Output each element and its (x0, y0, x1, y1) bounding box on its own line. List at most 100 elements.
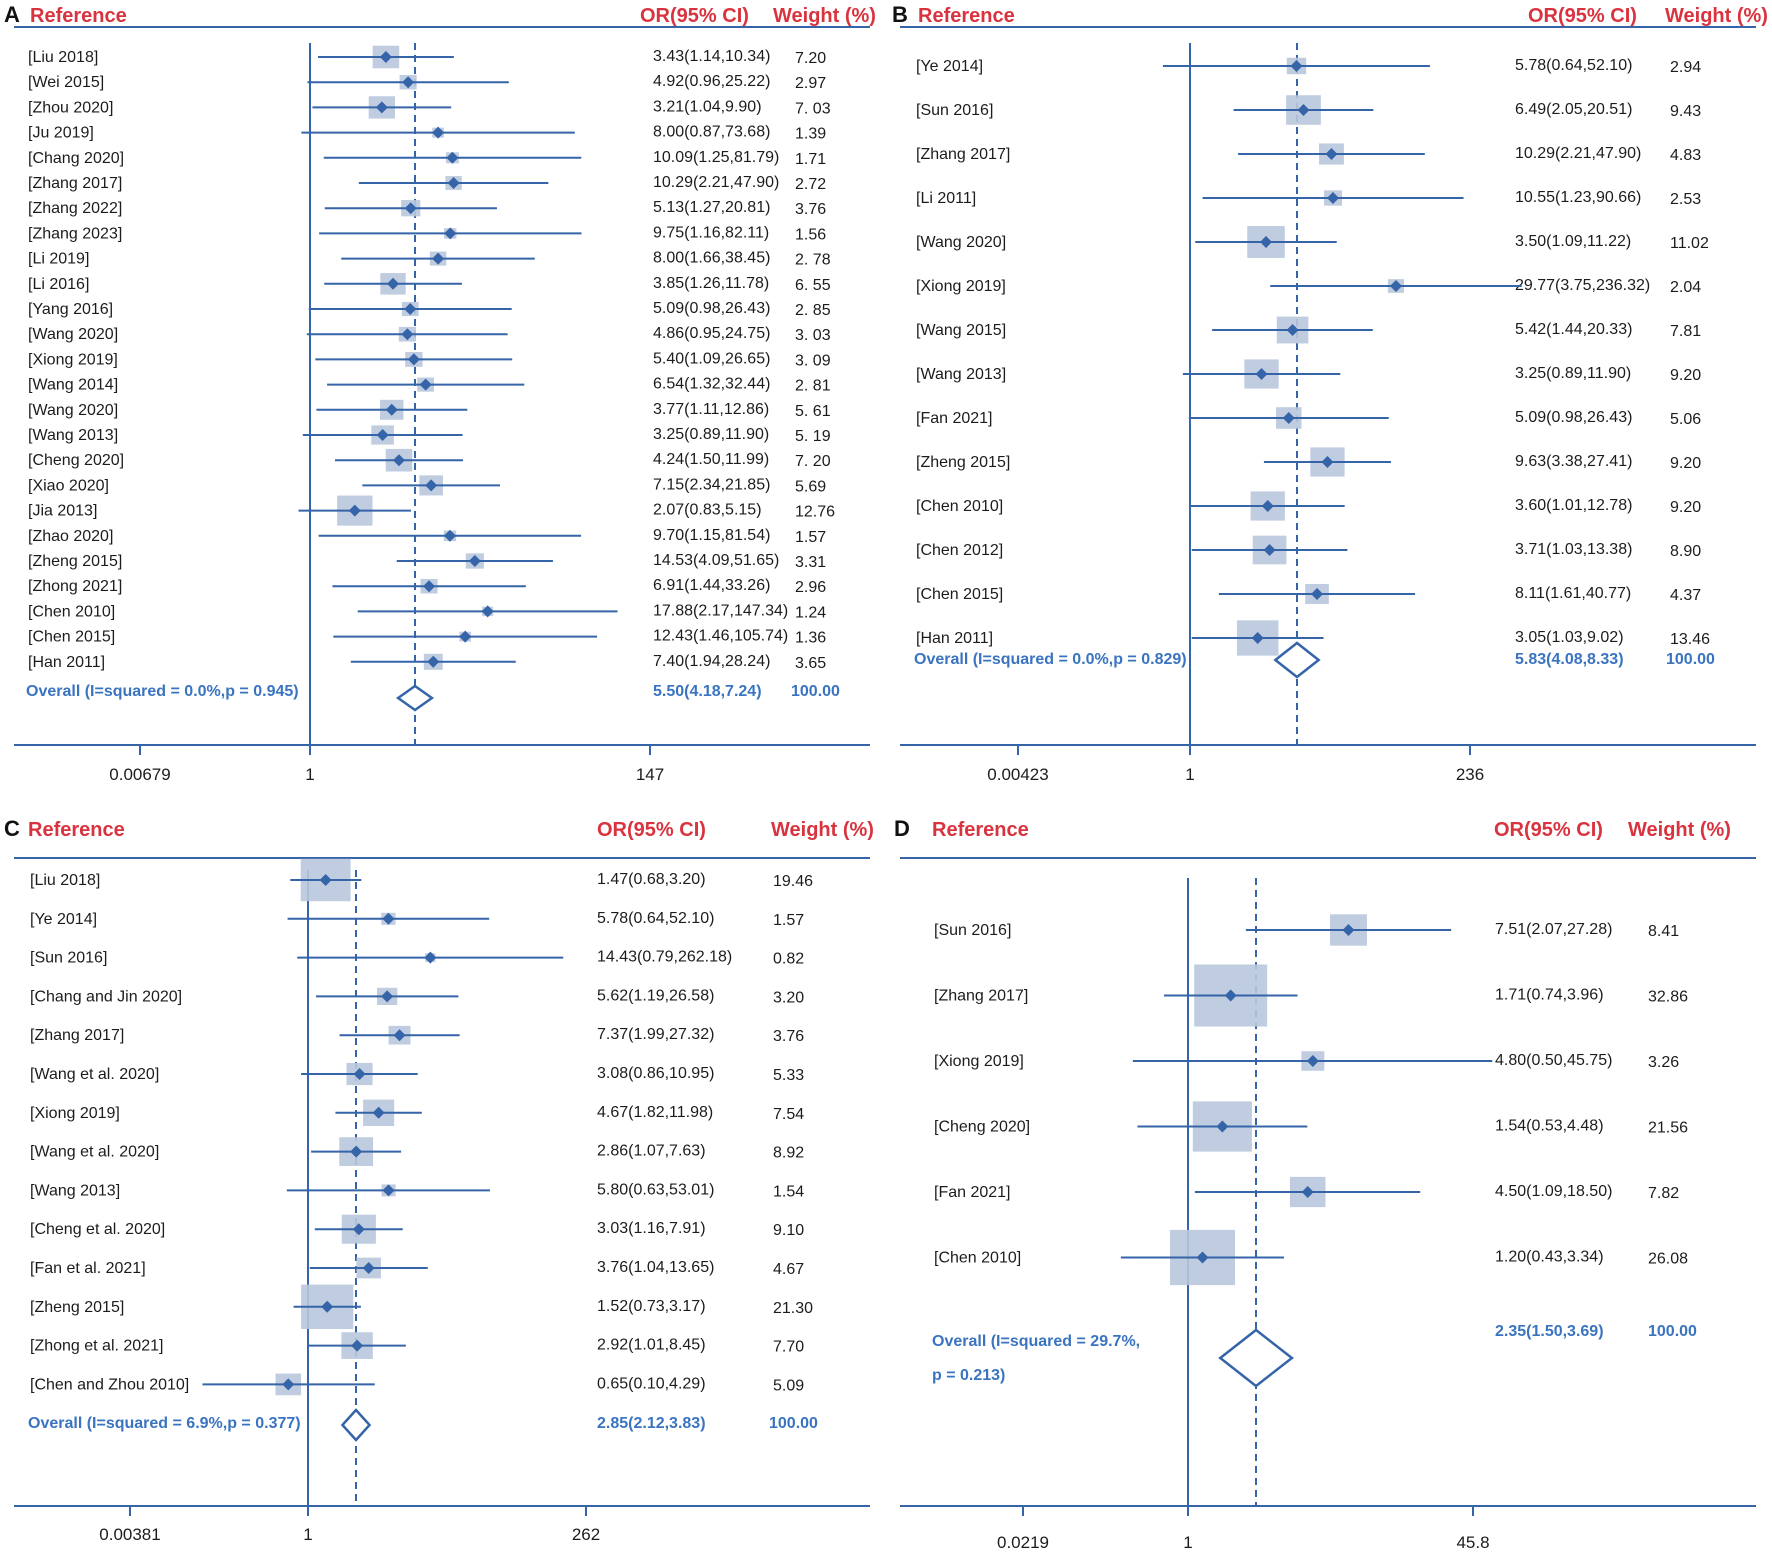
study-or-ci: 14.43(0.79,262.18) (597, 949, 732, 966)
panel-b: B Reference OR(95% CI) Weight (%) 0.00423 1 23… (892, 2, 1768, 784)
overall-row: Overall (I=squared = 0.0%,p = 0.945) 5.50… (26, 683, 840, 712)
study-row: [Ye 2014] 5.78(0.64,52.10) 2.94 (916, 57, 1701, 76)
study-label: [Cheng et al. 2020] (30, 1221, 165, 1238)
study-weight: 7.54 (773, 1106, 804, 1123)
weight-header: Weight (%) (1628, 819, 1731, 841)
point-estimate-marker (1255, 368, 1268, 380)
or-ci-header: OR(95% CI) (597, 819, 706, 841)
or-ci-header: OR(95% CI) (1528, 5, 1637, 27)
study-weight: 19.46 (773, 873, 813, 890)
point-estimate-marker (427, 655, 440, 668)
study-weight: 5.33 (773, 1067, 804, 1084)
study-or-ci: 4.50(1.09,18.50) (1495, 1183, 1612, 1200)
panel-a: A Reference OR(95% CI) Weight (%) 0.00679 1 14… (4, 2, 876, 784)
study-weight: 2. 81 (795, 378, 831, 395)
study-weight: 2.72 (795, 176, 826, 193)
study-weight: 3.26 (1648, 1054, 1679, 1071)
point-estimate-marker (468, 555, 481, 567)
point-estimate-marker (385, 403, 398, 416)
point-estimate-marker (379, 51, 392, 63)
point-estimate-marker (401, 328, 414, 341)
overall-label: Overall (I=squared = 29.7%, (932, 1333, 1140, 1350)
study-or-ci: 4.92(0.96,25.22) (653, 73, 770, 90)
study-label: [Zhang 2023] (28, 225, 122, 242)
point-estimate-marker (1196, 1251, 1209, 1264)
study-or-ci: 4.86(0.95,24.75) (653, 325, 770, 342)
study-row: [Fan et al. 2021] 3.76(1.04,13.65) 4.67 (30, 1257, 804, 1279)
study-row: [Ju 2019] 8.00(0.87,73.68) 1.39 (28, 124, 826, 143)
study-row: [Chen 2010] 1.20(0.43,3.34) 26.08 (934, 1229, 1688, 1286)
study-label: [Sun 2016] (934, 922, 1011, 939)
point-estimate-marker (352, 1223, 365, 1236)
study-or-ci: 1.52(0.73,3.17) (597, 1298, 706, 1315)
study-weight: 2. 85 (795, 302, 831, 319)
study-row: [Wang et al. 2020] 3.08(0.86,10.95) 5.33 (30, 1062, 804, 1086)
study-weight: 7.82 (1648, 1185, 1679, 1202)
study-weight: 1.24 (795, 604, 826, 621)
study-row: [Zhou 2020] 3.21(1.04,9.90) 7. 03 (28, 96, 831, 119)
overall-diamond (1273, 641, 1321, 679)
study-or-ci: 5.62(1.19,26.58) (597, 987, 714, 1004)
x-tick-label: 1 (1183, 1533, 1192, 1552)
overall-diamond (340, 1408, 372, 1442)
study-or-ci: 5.40(1.09,26.65) (653, 350, 770, 367)
study-weight: 26.08 (1648, 1251, 1688, 1268)
study-row: [Chen 2010] 17.88(2.17,147.34) 1.24 (28, 602, 826, 621)
study-weight: 5. 61 (795, 403, 831, 420)
study-row: [Zheng 2015] 14.53(4.09,51.65) 3.31 (28, 552, 826, 571)
point-estimate-marker (321, 1300, 334, 1313)
study-label: [Fan 2021] (916, 410, 993, 427)
study-weight: 2.53 (1670, 191, 1701, 208)
point-estimate-marker (1261, 500, 1274, 512)
point-estimate-marker (282, 1378, 295, 1391)
study-weight: 7.20 (795, 50, 826, 67)
point-estimate-marker (1325, 148, 1338, 160)
overall-label: Overall (I=squared = 6.9%,p = 0.377) (28, 1415, 301, 1432)
point-estimate-marker (1251, 632, 1264, 644)
point-estimate-marker (444, 227, 457, 240)
study-label: [Han 2011] (916, 630, 993, 647)
study-label: [Zhang 2017] (916, 146, 1010, 163)
point-estimate-marker (381, 990, 394, 1003)
x-tick-label: 0.00679 (109, 765, 170, 784)
x-tick-label: 1 (1185, 765, 1194, 784)
study-or-ci: 6.54(1.32,32.44) (653, 376, 770, 393)
study-weight: 1.39 (795, 126, 826, 143)
study-or-ci: 3.77(1.11,12.86) (653, 401, 769, 418)
study-or-ci: 29.77(3.75,236.32) (1515, 277, 1650, 294)
point-estimate-marker (446, 151, 459, 164)
overall-or-ci: 2.85(2.12,3.83) (597, 1415, 706, 1432)
study-or-ci: 10.29(2.21,47.90) (1515, 145, 1641, 162)
study-or-ci: 4.80(0.50,45.75) (1495, 1052, 1612, 1069)
study-or-ci: 5.42(1.44,20.33) (1515, 321, 1632, 338)
study-row: [Zhao 2020] 9.70(1.15,81.54) 1.57 (28, 527, 826, 546)
study-or-ci: 8.11(1.61,40.77) (1515, 585, 1631, 602)
study-label: [Chen and Zhou 2010] (30, 1376, 189, 1393)
study-weight: 3.76 (795, 201, 826, 218)
study-label: [Chen 2015] (916, 586, 1003, 603)
study-label: [Zhang 2017] (28, 175, 122, 192)
study-weight: 2.97 (795, 75, 826, 92)
study-weight: 1.57 (773, 912, 804, 929)
study-row: [Chen 2015] 8.11(1.61,40.77) 4.37 (916, 583, 1701, 605)
study-weight: 7. 20 (795, 453, 831, 470)
point-estimate-marker (1297, 104, 1310, 116)
point-estimate-marker (393, 1029, 406, 1042)
study-row: [Li 2016] 3.85(1.26,11.78) 6. 55 (28, 273, 831, 295)
study-weight: 2.94 (1670, 59, 1701, 76)
study-weight: 1.36 (795, 630, 826, 647)
study-row: [Zhang 2017] 7.37(1.99,27.32) 3.76 (30, 1025, 804, 1045)
study-label: [Wang 2014] (28, 377, 118, 394)
overall-weight: 100.00 (791, 683, 840, 700)
study-label: [Wei 2015] (28, 74, 104, 91)
study-or-ci: 5.09(0.98,26.43) (653, 300, 770, 317)
point-estimate-marker (351, 1339, 364, 1352)
study-or-ci: 17.88(2.17,147.34) (653, 602, 788, 619)
study-label: [Fan et al. 2021] (30, 1260, 146, 1277)
study-weight: 0.82 (773, 951, 804, 968)
study-or-ci: 2.86(1.07,7.63) (597, 1143, 706, 1160)
study-label: [Li 2016] (28, 276, 89, 293)
study-row: [Wang 2013] 3.25(0.89,11.90) 9.20 (916, 359, 1701, 389)
study-row: [Cheng 2020] 1.54(0.53,4.48) 21.56 (934, 1101, 1688, 1152)
study-or-ci: 14.53(4.09,51.65) (653, 552, 779, 569)
